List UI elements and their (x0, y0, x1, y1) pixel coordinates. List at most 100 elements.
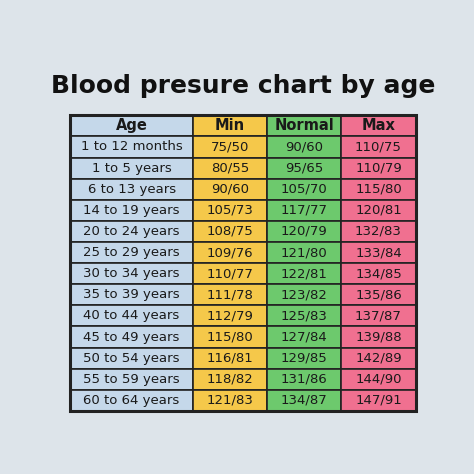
Bar (267, 305, 341, 327)
Text: 40 to 44 years: 40 to 44 years (83, 310, 180, 322)
Text: 1 to 5 years: 1 to 5 years (91, 162, 172, 174)
Bar (193, 200, 267, 221)
Bar (70, 305, 193, 327)
Bar (341, 263, 416, 284)
Text: 139/88: 139/88 (355, 330, 402, 344)
Bar (70, 390, 193, 411)
Text: Min: Min (215, 118, 245, 133)
Bar (341, 327, 416, 347)
Bar (267, 327, 341, 347)
Bar (341, 137, 416, 157)
Text: 117/77: 117/77 (281, 204, 328, 217)
Text: 129/85: 129/85 (281, 352, 328, 365)
Text: 111/78: 111/78 (207, 288, 254, 301)
Text: 135/86: 135/86 (355, 288, 402, 301)
Bar (193, 369, 267, 390)
Bar (193, 347, 267, 369)
Text: 144/90: 144/90 (355, 373, 401, 386)
Text: 1 to 12 months: 1 to 12 months (81, 140, 182, 154)
Bar (70, 263, 193, 284)
Text: 137/87: 137/87 (355, 310, 402, 322)
Text: 131/86: 131/86 (281, 373, 328, 386)
Bar (70, 179, 193, 200)
Text: 108/75: 108/75 (207, 225, 253, 238)
Text: 75/50: 75/50 (211, 140, 249, 154)
Text: 134/85: 134/85 (355, 267, 402, 280)
Bar (193, 305, 267, 327)
Bar (341, 369, 416, 390)
Text: 25 to 29 years: 25 to 29 years (83, 246, 180, 259)
Text: 20 to 24 years: 20 to 24 years (83, 225, 180, 238)
Text: 125/83: 125/83 (281, 310, 328, 322)
Text: 110/75: 110/75 (355, 140, 402, 154)
Bar (267, 242, 341, 263)
Text: 120/79: 120/79 (281, 225, 328, 238)
Bar (193, 137, 267, 157)
Bar (70, 137, 193, 157)
Bar (267, 137, 341, 157)
Text: 147/91: 147/91 (355, 394, 402, 407)
Text: 90/60: 90/60 (285, 140, 323, 154)
Bar (267, 157, 341, 179)
Bar (193, 179, 267, 200)
Text: 95/65: 95/65 (285, 162, 323, 174)
Bar (341, 157, 416, 179)
Bar (341, 115, 416, 137)
Bar (70, 115, 193, 137)
Text: Max: Max (362, 118, 395, 133)
Bar (70, 200, 193, 221)
Bar (341, 284, 416, 305)
Text: 105/70: 105/70 (281, 182, 328, 196)
Text: 132/83: 132/83 (355, 225, 402, 238)
Text: 105/73: 105/73 (207, 204, 254, 217)
Bar (267, 221, 341, 242)
Text: 110/79: 110/79 (355, 162, 402, 174)
Bar (193, 242, 267, 263)
Text: 30 to 34 years: 30 to 34 years (83, 267, 180, 280)
Text: 80/55: 80/55 (211, 162, 249, 174)
Bar (70, 327, 193, 347)
Bar (193, 390, 267, 411)
Bar (70, 221, 193, 242)
Text: Blood presure chart by age: Blood presure chart by age (51, 74, 435, 98)
Bar (70, 284, 193, 305)
Text: 116/81: 116/81 (207, 352, 253, 365)
Bar (193, 327, 267, 347)
Bar (193, 284, 267, 305)
Bar (341, 179, 416, 200)
Text: 55 to 59 years: 55 to 59 years (83, 373, 180, 386)
Bar (193, 221, 267, 242)
Text: 115/80: 115/80 (207, 330, 253, 344)
Bar (267, 369, 341, 390)
Text: 118/82: 118/82 (207, 373, 253, 386)
Text: 120/81: 120/81 (355, 204, 402, 217)
Text: 14 to 19 years: 14 to 19 years (83, 204, 180, 217)
Text: 133/84: 133/84 (355, 246, 402, 259)
Text: 90/60: 90/60 (211, 182, 249, 196)
Bar (341, 347, 416, 369)
Text: 122/81: 122/81 (281, 267, 328, 280)
Text: 115/80: 115/80 (355, 182, 402, 196)
Text: 134/87: 134/87 (281, 394, 328, 407)
Bar (267, 284, 341, 305)
Bar (70, 242, 193, 263)
Text: 45 to 49 years: 45 to 49 years (83, 330, 180, 344)
Text: 121/80: 121/80 (281, 246, 328, 259)
Bar (341, 200, 416, 221)
Bar (267, 200, 341, 221)
Text: 109/76: 109/76 (207, 246, 253, 259)
Bar (341, 390, 416, 411)
Bar (267, 179, 341, 200)
Bar (70, 157, 193, 179)
Text: 60 to 64 years: 60 to 64 years (83, 394, 180, 407)
Text: 6 to 13 years: 6 to 13 years (88, 182, 176, 196)
Bar (70, 347, 193, 369)
Text: Normal: Normal (274, 118, 334, 133)
Text: 142/89: 142/89 (355, 352, 402, 365)
Bar (193, 115, 267, 137)
Text: 121/83: 121/83 (207, 394, 254, 407)
Bar (267, 390, 341, 411)
Text: 127/84: 127/84 (281, 330, 328, 344)
Bar (193, 263, 267, 284)
Text: Age: Age (116, 118, 147, 133)
